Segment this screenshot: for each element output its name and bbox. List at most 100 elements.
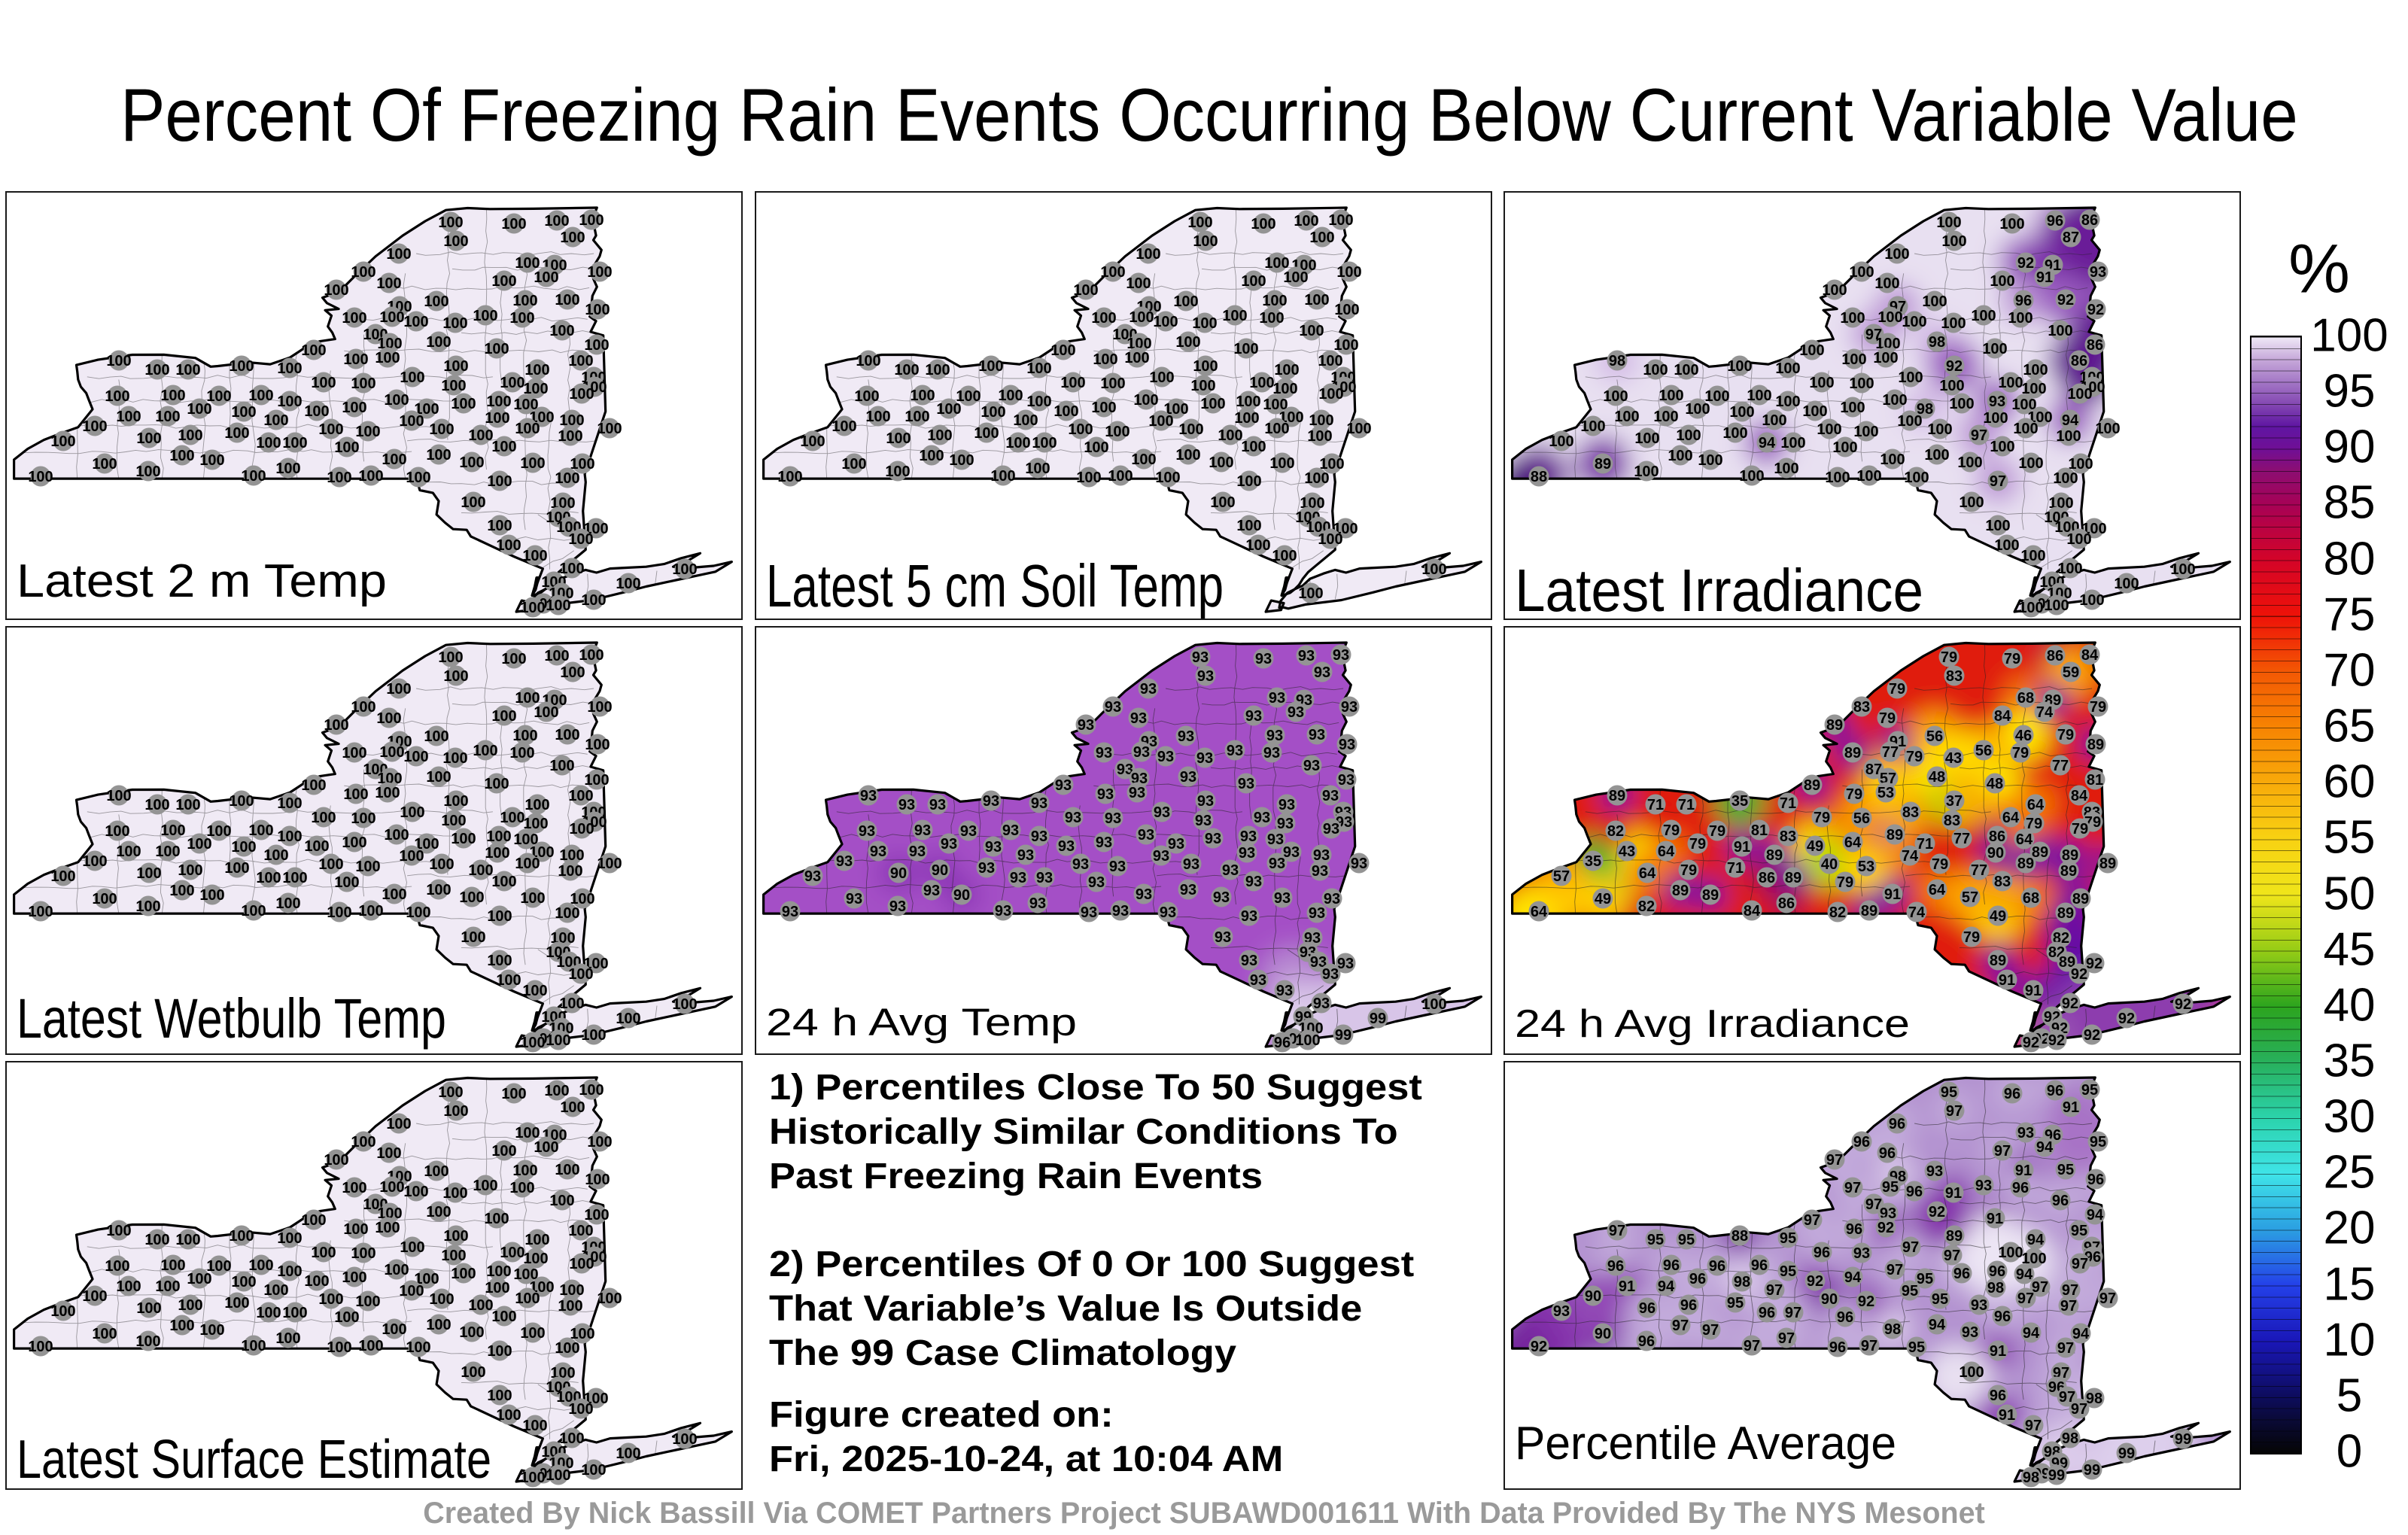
svg-text:89: 89 [1785, 870, 1801, 886]
svg-text:93: 93 [1078, 717, 1094, 734]
svg-text:100: 100 [546, 597, 570, 614]
svg-text:68: 68 [2023, 890, 2039, 907]
svg-text:100: 100 [116, 1278, 141, 1295]
svg-text:90: 90 [890, 865, 907, 882]
svg-text:100: 100 [351, 699, 375, 716]
svg-text:100: 100 [1949, 396, 1974, 412]
svg-text:100: 100 [501, 216, 526, 233]
svg-text:97: 97 [2062, 1282, 2078, 1299]
svg-text:93: 93 [914, 822, 931, 839]
svg-text:100: 100 [342, 834, 366, 851]
svg-text:100: 100 [1698, 452, 1722, 469]
svg-text:100: 100 [2020, 548, 2045, 564]
svg-text:43: 43 [1945, 750, 1962, 767]
svg-text:93: 93 [1267, 831, 1284, 848]
svg-text:100: 100 [496, 972, 521, 989]
svg-text:83: 83 [1994, 874, 2011, 890]
svg-text:100: 100 [513, 831, 538, 848]
svg-text:100: 100 [144, 797, 169, 813]
svg-text:99: 99 [2048, 1467, 2065, 1484]
svg-text:86: 86 [2087, 337, 2103, 354]
svg-text:100: 100 [443, 1103, 468, 1120]
svg-text:100: 100 [106, 788, 131, 804]
svg-text:100: 100 [1013, 412, 1038, 429]
svg-text:81: 81 [1751, 822, 1768, 839]
svg-text:40: 40 [1821, 856, 1838, 873]
svg-text:24 h Avg Temp: 24 h Avg Temp [766, 1001, 1077, 1044]
svg-text:100: 100 [275, 460, 300, 477]
svg-text:100: 100 [1218, 427, 1242, 444]
svg-text:100: 100 [1299, 323, 1324, 339]
svg-text:93: 93 [1010, 870, 1026, 886]
svg-text:100: 100 [241, 468, 266, 485]
svg-text:100: 100 [1073, 282, 1098, 299]
svg-text:100: 100 [524, 1232, 549, 1248]
svg-text:83: 83 [1946, 668, 1963, 685]
svg-text:100: 100 [597, 856, 622, 872]
svg-text:100: 100 [399, 413, 424, 430]
svg-text:100: 100 [199, 452, 224, 469]
svg-text:79: 79 [1663, 822, 1680, 839]
svg-text:100: 100 [351, 1245, 375, 1262]
svg-text:100: 100 [555, 292, 579, 309]
svg-text:96: 96 [1829, 1339, 1846, 1356]
svg-text:93: 93 [1333, 647, 1349, 664]
svg-text:100: 100 [520, 1470, 545, 1486]
svg-text:100: 100 [1825, 470, 1850, 486]
svg-text:89: 89 [1844, 745, 1861, 761]
svg-text:93: 93 [1088, 874, 1105, 891]
svg-text:100: 100 [178, 427, 202, 444]
svg-text:93: 93 [941, 836, 957, 853]
svg-text:100: 100 [1822, 282, 1847, 299]
svg-text:100: 100 [1898, 369, 1923, 386]
svg-text:100: 100 [282, 870, 307, 886]
svg-text:100: 100 [1936, 214, 1961, 231]
svg-text:100: 100 [1873, 350, 1898, 366]
svg-text:89: 89 [2032, 844, 2048, 861]
svg-text:93: 93 [1553, 1303, 1570, 1320]
svg-text:100: 100 [461, 494, 485, 511]
svg-text:92: 92 [1946, 358, 1963, 375]
svg-text:79: 79 [2012, 745, 2029, 761]
svg-text:95: 95 [2071, 1223, 2087, 1239]
svg-text:100: 100 [856, 353, 880, 369]
svg-text:100: 100 [178, 862, 202, 879]
svg-text:98: 98 [1609, 353, 1625, 369]
svg-text:100: 100 [1234, 410, 1259, 427]
svg-text:100: 100 [424, 293, 448, 310]
svg-text:100: 100 [1192, 315, 1217, 332]
svg-text:100: 100 [513, 1266, 538, 1283]
svg-text:97: 97 [1778, 1330, 1795, 1347]
svg-text:93: 93 [889, 898, 906, 915]
svg-text:100: 100 [956, 388, 981, 405]
svg-text:100: 100 [355, 1293, 380, 1310]
svg-text:92: 92 [1929, 1204, 1945, 1220]
svg-text:100: 100 [559, 1282, 584, 1299]
svg-text:100: 100 [559, 995, 584, 1012]
svg-text:93: 93 [1197, 793, 1214, 810]
svg-text:100: 100 [1155, 470, 1180, 486]
svg-text:100: 100 [358, 903, 383, 919]
svg-text:82: 82 [1638, 898, 1655, 915]
svg-text:100: 100 [558, 863, 582, 880]
svg-text:89: 89 [1766, 847, 1783, 864]
svg-text:93: 93 [860, 788, 877, 804]
svg-text:100: 100 [616, 1011, 640, 1027]
svg-text:96: 96 [1274, 1035, 1291, 1051]
svg-text:100: 100 [1336, 264, 1361, 281]
svg-text:100: 100 [1999, 216, 2024, 233]
svg-text:93: 93 [960, 823, 977, 840]
svg-text:77: 77 [2052, 758, 2069, 774]
svg-text:100: 100 [529, 409, 554, 426]
svg-text:100: 100 [429, 1291, 454, 1308]
svg-text:100: 100 [491, 273, 516, 290]
svg-text:100: 100 [491, 439, 516, 455]
svg-text:100: 100 [443, 668, 468, 685]
svg-text:100: 100 [524, 797, 549, 813]
svg-text:100: 100 [549, 758, 574, 774]
svg-text:93: 93 [898, 797, 915, 813]
svg-text:100: 100 [1333, 521, 1358, 537]
svg-text:94: 94 [2062, 412, 2079, 429]
svg-text:100: 100 [429, 856, 454, 873]
svg-text:83: 83 [1853, 699, 1870, 716]
